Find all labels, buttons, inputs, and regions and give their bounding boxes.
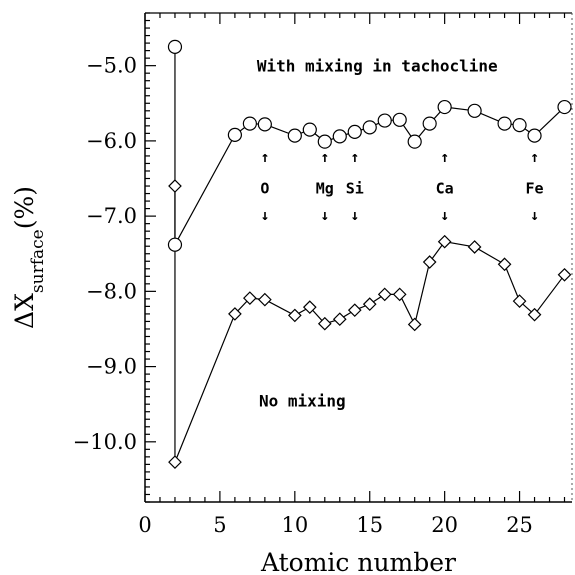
- y-tick-label: −6.0: [86, 129, 137, 153]
- chart-annotation: No mixing: [259, 391, 346, 410]
- y-tick-label: −9.0: [86, 355, 137, 379]
- series-1-point: [437, 99, 452, 115]
- series-1-point: [512, 117, 527, 133]
- series-1-point: [362, 120, 377, 135]
- series-2-point: [168, 179, 182, 193]
- element-up-arrow: ↑: [350, 148, 359, 166]
- series-2-point: [317, 316, 332, 331]
- y-axis-title: ΔXsurface(%): [10, 186, 48, 329]
- series-2-point: [527, 307, 542, 322]
- x-tick-label: 10: [281, 513, 308, 537]
- x-tick-label: 20: [431, 513, 458, 537]
- element-up-arrow: ↑: [530, 148, 539, 166]
- x-tick-label: 15: [356, 513, 383, 537]
- series-2-point: [437, 234, 452, 249]
- element-up-arrow: ↑: [260, 148, 269, 166]
- chart-annotation: With mixing in tachocline: [257, 57, 498, 76]
- series-points: [167, 39, 572, 469]
- y-tick-labels: −10.0 −9.0 −8.0 −7.0 −6.0 −5.0: [73, 54, 137, 454]
- element-up-arrow: ↑: [320, 148, 329, 166]
- series-1-point: [167, 237, 183, 252]
- series-2-point: [377, 287, 392, 302]
- series-2-point: [302, 300, 317, 315]
- series-2-point: [362, 297, 377, 311]
- series-lines: [174, 46, 565, 463]
- element-down-arrow: ↓: [260, 206, 269, 224]
- series-2-point: [228, 307, 242, 321]
- axes: [144, 12, 573, 503]
- series-2-point: [467, 240, 482, 254]
- y-tick-label: −5.0: [86, 54, 137, 78]
- series-1-point: [392, 112, 407, 127]
- x-tick-label: 5: [213, 513, 226, 537]
- element-up-arrow: ↑: [440, 148, 449, 166]
- series-2-point: [287, 308, 302, 323]
- series-1-point: [422, 116, 437, 131]
- element-label: Fe: [526, 180, 544, 198]
- element-label: Si: [346, 180, 364, 198]
- series-1-point: [242, 116, 257, 131]
- x-tick-label: 25: [506, 513, 533, 537]
- series-2-line: [174, 186, 565, 463]
- y-tick-label: −7.0: [86, 204, 137, 228]
- series-2-point: [243, 291, 257, 305]
- y-axis-title-main: ΔX: [10, 293, 39, 329]
- series-1-point: [377, 113, 392, 128]
- element-markers: ↑ O ↓ ↑ Mg ↓ ↑ Si ↓ ↑ Ca ↓ ↑ Fe ↓: [260, 148, 543, 224]
- series-1-point: [317, 134, 332, 149]
- element-label: Mg: [316, 180, 334, 198]
- x-tick-label: 0: [138, 513, 151, 537]
- element-down-arrow: ↓: [320, 206, 329, 224]
- series-1-point: [257, 117, 272, 132]
- series-1-point: [227, 127, 242, 142]
- series-1-point: [527, 128, 542, 143]
- y-tick-label: −10.0: [73, 430, 137, 454]
- annotations: With mixing in tachocline No mixing: [257, 57, 498, 411]
- series-2-point: [497, 257, 512, 272]
- series-1-point: [167, 39, 183, 54]
- series-1-point: [407, 134, 422, 149]
- series-2-point: [347, 303, 362, 318]
- series-1-point: [287, 128, 302, 143]
- element-label: Ca: [436, 180, 454, 198]
- series-1-point: [557, 99, 572, 115]
- element-down-arrow: ↓: [530, 206, 539, 224]
- x-axis-title: Atomic number: [260, 548, 456, 575]
- series-2-point: [512, 294, 527, 308]
- series-1-point: [332, 129, 347, 144]
- series-1-point: [497, 116, 512, 131]
- series-1-line: [174, 46, 565, 245]
- series-1-point: [302, 122, 317, 137]
- y-axis-title-sub: surface: [28, 229, 48, 293]
- x-tick-labels: 0 5 10 15 20 25: [138, 513, 533, 537]
- series-2-point: [422, 255, 437, 269]
- element-down-arrow: ↓: [440, 206, 449, 224]
- element-down-arrow: ↓: [350, 206, 359, 224]
- y-tick-label: −8.0: [86, 279, 137, 303]
- y-axis-title-unit: (%): [10, 186, 39, 229]
- series-2-point: [392, 287, 407, 302]
- series-2-point: [332, 312, 347, 327]
- series-2-point: [168, 455, 182, 469]
- series-1-point: [467, 103, 482, 118]
- series-1-point: [347, 124, 362, 139]
- series-2-point: [407, 317, 422, 332]
- series-2-point: [258, 292, 272, 307]
- series-2-point: [557, 267, 572, 282]
- element-label: O: [260, 180, 269, 198]
